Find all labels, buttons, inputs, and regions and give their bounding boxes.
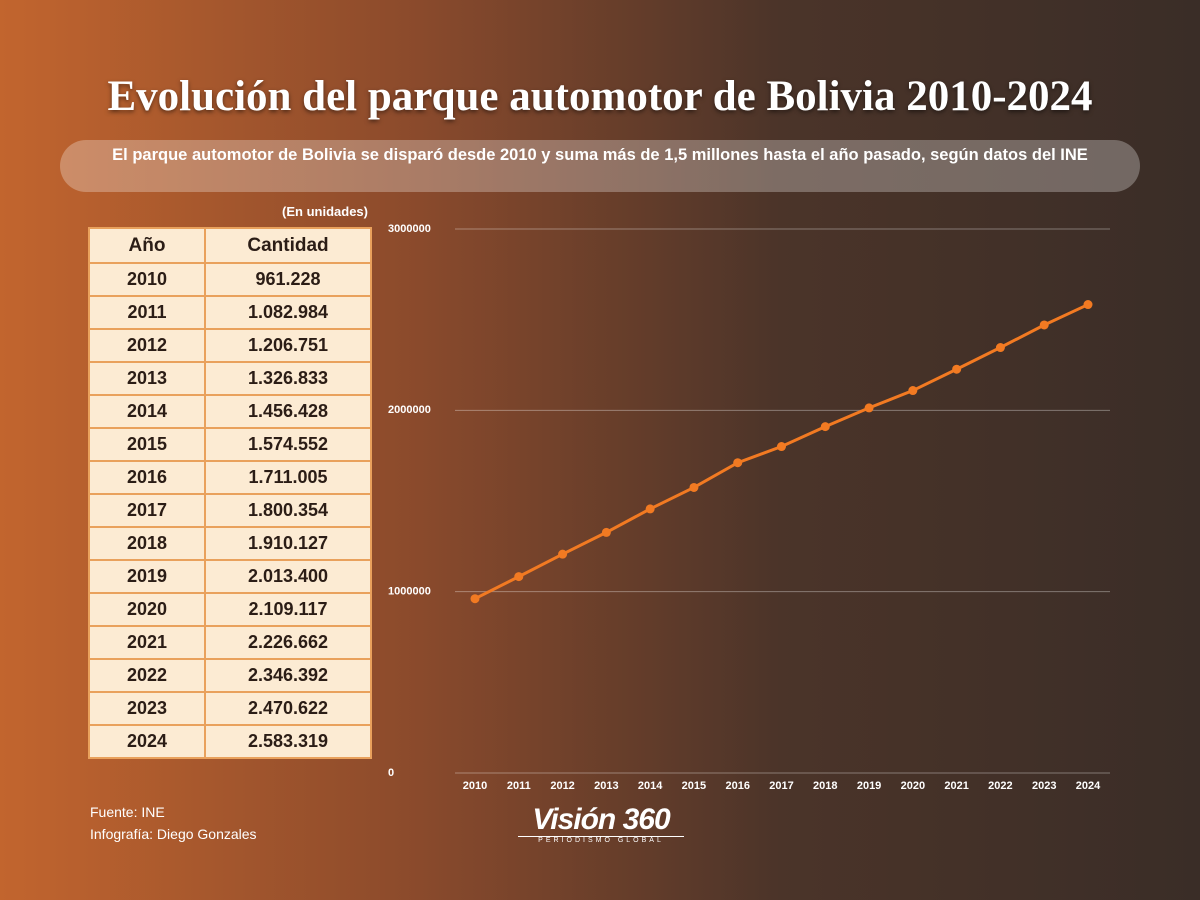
x-tick-label: 2011 xyxy=(507,780,531,792)
table-cell: 2011 xyxy=(88,295,206,330)
table-cell: 2012 xyxy=(88,328,206,363)
table-header-cell: Cantidad xyxy=(204,227,372,264)
table-cell: 2018 xyxy=(88,526,206,561)
table-cell: 961.228 xyxy=(204,262,372,297)
logo-tagline: PERIODISMO GLOBAL xyxy=(518,836,684,844)
x-tick-label: 2020 xyxy=(901,780,925,792)
table-row: 2021 2.226.662 xyxy=(88,625,372,660)
table-cell: 2017 xyxy=(88,493,206,528)
data-table: Año Cantidad 2010 961.228 2011 1.082.984 2012 1… xyxy=(88,227,372,759)
y-tick-label: 3000000 xyxy=(388,223,431,235)
table-row: 2018 1.910.127 xyxy=(88,526,372,561)
table-cell: 1.326.833 xyxy=(204,361,372,396)
y-tick-label: 0 xyxy=(388,767,394,779)
table-cell: 2010 xyxy=(88,262,206,297)
y-tick-label: 2000000 xyxy=(388,404,431,416)
table-cell: 1.082.984 xyxy=(204,295,372,330)
point xyxy=(689,482,699,492)
table-cell: 2022 xyxy=(88,658,206,693)
x-tick-label: 2014 xyxy=(638,780,663,792)
table-cell: 2023 xyxy=(88,691,206,726)
table-cell: 2020 xyxy=(88,592,206,627)
table-row: 2014 1.456.428 xyxy=(88,394,372,429)
x-tick-label: 2017 xyxy=(769,780,793,792)
point xyxy=(995,343,1005,353)
table-cell: 2014 xyxy=(88,394,206,429)
table-cell: 2016 xyxy=(88,460,206,495)
table-cell: 2021 xyxy=(88,625,206,660)
table-row: 2015 1.574.552 xyxy=(88,427,372,462)
table-cell: 1.206.751 xyxy=(204,328,372,363)
point xyxy=(558,549,568,559)
x-tick-label: 2016 xyxy=(725,780,749,792)
table-row: 2013 1.326.833 xyxy=(88,361,372,396)
credit: Infografía: Diego Gonzales xyxy=(90,826,257,842)
logo: Visión 360 PERIODISMO GLOBAL xyxy=(518,804,684,844)
source: Fuente: INE xyxy=(90,804,165,820)
point xyxy=(601,527,611,537)
x-tick-label: 2023 xyxy=(1032,780,1056,792)
table-cell: 1.711.005 xyxy=(204,460,372,495)
point xyxy=(864,403,874,413)
table-cell: 1.574.552 xyxy=(204,427,372,462)
x-tick-label: 2012 xyxy=(550,780,574,792)
x-tick-label: 2022 xyxy=(988,780,1012,792)
point xyxy=(470,594,480,604)
table-cell: 2015 xyxy=(88,427,206,462)
table-cell: 2.109.117 xyxy=(204,592,372,627)
table-cell: 2.583.319 xyxy=(204,724,372,759)
logo-name: Visión 360 xyxy=(532,803,670,836)
table-row: 2010 961.228 xyxy=(88,262,372,297)
table-cell: 2.013.400 xyxy=(204,559,372,594)
table-row: 2016 1.711.005 xyxy=(88,460,372,495)
point xyxy=(820,422,830,432)
table-cell: 1.910.127 xyxy=(204,526,372,561)
x-tick-label: 2013 xyxy=(594,780,618,792)
point xyxy=(645,504,655,514)
x-tick-label: 2024 xyxy=(1076,780,1101,792)
table-header-cell: Año xyxy=(88,227,206,264)
x-tick-label: 2021 xyxy=(944,780,968,792)
table-cell: 2013 xyxy=(88,361,206,396)
point xyxy=(1083,300,1093,310)
table-row: 2023 2.470.622 xyxy=(88,691,372,726)
point xyxy=(777,442,786,452)
table-row: 2020 2.109.117 xyxy=(88,592,372,627)
table-row: 2019 2.013.400 xyxy=(88,559,372,594)
point xyxy=(1039,320,1049,330)
point xyxy=(733,458,743,468)
table-cell: 1.456.428 xyxy=(204,394,372,429)
table-cell: 1.800.354 xyxy=(204,493,372,528)
y-tick-label: 1000000 xyxy=(388,586,431,598)
title: Evolución del parque automotor de Bolivi… xyxy=(107,73,1093,120)
unit-note: (En unidades) xyxy=(282,204,368,219)
x-tick-label: 2018 xyxy=(813,780,837,792)
table-cell: 2024 xyxy=(88,724,206,759)
table-cell: 2.470.622 xyxy=(204,691,372,726)
table-cell: 2.226.662 xyxy=(204,625,372,660)
table-row: 2012 1.206.751 xyxy=(88,328,372,363)
x-tick-label: 2015 xyxy=(682,780,706,792)
table-row: 2017 1.800.354 xyxy=(88,493,372,528)
x-tick-label: 2010 xyxy=(463,780,487,792)
subtitle: El parque automotor de Bolivia se dispar… xyxy=(112,146,1088,164)
table-row: 2011 1.082.984 xyxy=(88,295,372,330)
table-row: 2024 2.583.319 xyxy=(88,724,372,759)
table-row: 2022 2.346.392 xyxy=(88,658,372,693)
table-cell: 2.346.392 xyxy=(204,658,372,693)
table-cell: 2019 xyxy=(88,559,206,594)
point xyxy=(952,364,962,374)
point xyxy=(514,572,524,582)
subtitle-box xyxy=(60,140,1140,192)
x-tick-label: 2019 xyxy=(857,780,881,792)
point xyxy=(908,386,918,396)
